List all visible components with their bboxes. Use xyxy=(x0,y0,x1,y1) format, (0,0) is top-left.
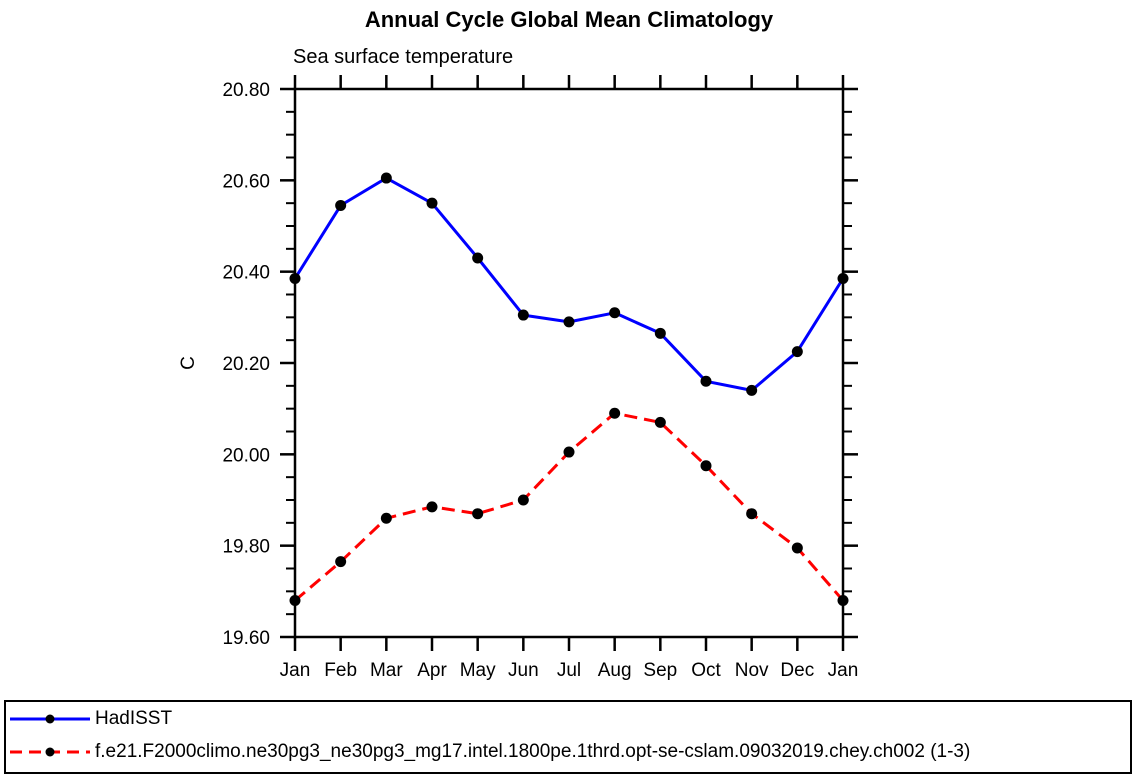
series-marker-0 xyxy=(335,199,347,211)
y-axis-tick-label: 20.60 xyxy=(222,171,270,192)
chart-subtitle: Sea surface temperature xyxy=(293,46,514,68)
legend-box: HadISST f.e21.F2000climo.ne30pg3_ne30pg3… xyxy=(4,700,1132,774)
series-marker-0 xyxy=(746,384,758,396)
series-marker-1 xyxy=(289,594,301,606)
series-marker-0 xyxy=(472,252,484,264)
series-marker-1 xyxy=(791,542,803,554)
x-axis-tick-label: Sep xyxy=(643,660,677,681)
y-axis-tick-label: 20.40 xyxy=(222,263,270,284)
x-axis-tick-label: May xyxy=(460,660,496,681)
x-axis-tick-label: Apr xyxy=(417,660,447,681)
x-axis-tick-label: Nov xyxy=(735,660,769,681)
x-axis-tick-label: Mar xyxy=(370,660,403,681)
series-marker-0 xyxy=(517,309,529,321)
legend-marker-sample-0 xyxy=(45,714,55,724)
series-marker-1 xyxy=(517,494,529,506)
legend-item-hadisst: HadISST xyxy=(8,707,172,731)
series-marker-0 xyxy=(837,273,849,285)
y-axis-tick-label: 20.00 xyxy=(222,445,270,466)
x-axis-tick-label: Feb xyxy=(324,660,357,681)
y-axis-tick-label: 20.80 xyxy=(222,80,270,101)
plot-border xyxy=(293,87,845,639)
legend-sample-1 xyxy=(10,747,90,757)
x-axis-tick-label: Jan xyxy=(828,660,859,681)
plot-svg: 19.60 19.80 20.00 20.20 20.40 20.60 20.80 Jan Fe… xyxy=(222,75,859,681)
series-marker-0 xyxy=(791,346,803,358)
x-axis-tick-label: Dec xyxy=(780,660,814,681)
legend-label-model-run: f.e21.F2000climo.ne30pg3_ne30pg3_mg17.in… xyxy=(95,741,971,762)
x-axis-tick-label: Oct xyxy=(691,660,721,681)
legend-item-model-run: f.e21.F2000climo.ne30pg3_ne30pg3_mg17.in… xyxy=(8,740,970,764)
series-marker-0 xyxy=(380,172,392,184)
y-axis-tick-label: 19.80 xyxy=(222,537,270,558)
series-marker-0 xyxy=(563,316,575,328)
series-marker-1 xyxy=(837,594,849,606)
series-marker-1 xyxy=(335,556,347,568)
series-line-0 xyxy=(293,176,845,392)
series-marker-1 xyxy=(746,508,758,520)
series-marker-1 xyxy=(380,512,392,524)
series-marker-1 xyxy=(654,416,666,428)
y-axis-tick-label: 20.20 xyxy=(222,354,270,375)
series-marker-1 xyxy=(563,446,575,458)
x-axis-tick-label: Jul xyxy=(557,660,581,681)
series-marker-0 xyxy=(654,327,666,339)
x-axis-tick-label: Jun xyxy=(508,660,539,681)
series-marker-0 xyxy=(609,307,621,319)
page-title: Annual Cycle Global Mean Climatology xyxy=(364,7,774,32)
series-marker-1 xyxy=(472,508,484,520)
series-marker-1 xyxy=(700,460,712,472)
x-axis-tick-label: Jan xyxy=(280,660,311,681)
series-marker-0 xyxy=(289,273,301,285)
series-line-1 xyxy=(294,411,845,602)
legend-label-hadisst: HadISST xyxy=(95,708,173,729)
series-marker-0 xyxy=(700,375,712,387)
series-marker-1 xyxy=(609,407,621,419)
series-marker-0 xyxy=(426,197,438,209)
series-marker-1 xyxy=(426,501,438,513)
y-axis-tick-label: 19.60 xyxy=(222,628,270,649)
legend-sample-0 xyxy=(10,714,90,724)
x-axis-tick-label: Aug xyxy=(598,660,632,681)
legend-marker-sample-1 xyxy=(45,747,55,757)
